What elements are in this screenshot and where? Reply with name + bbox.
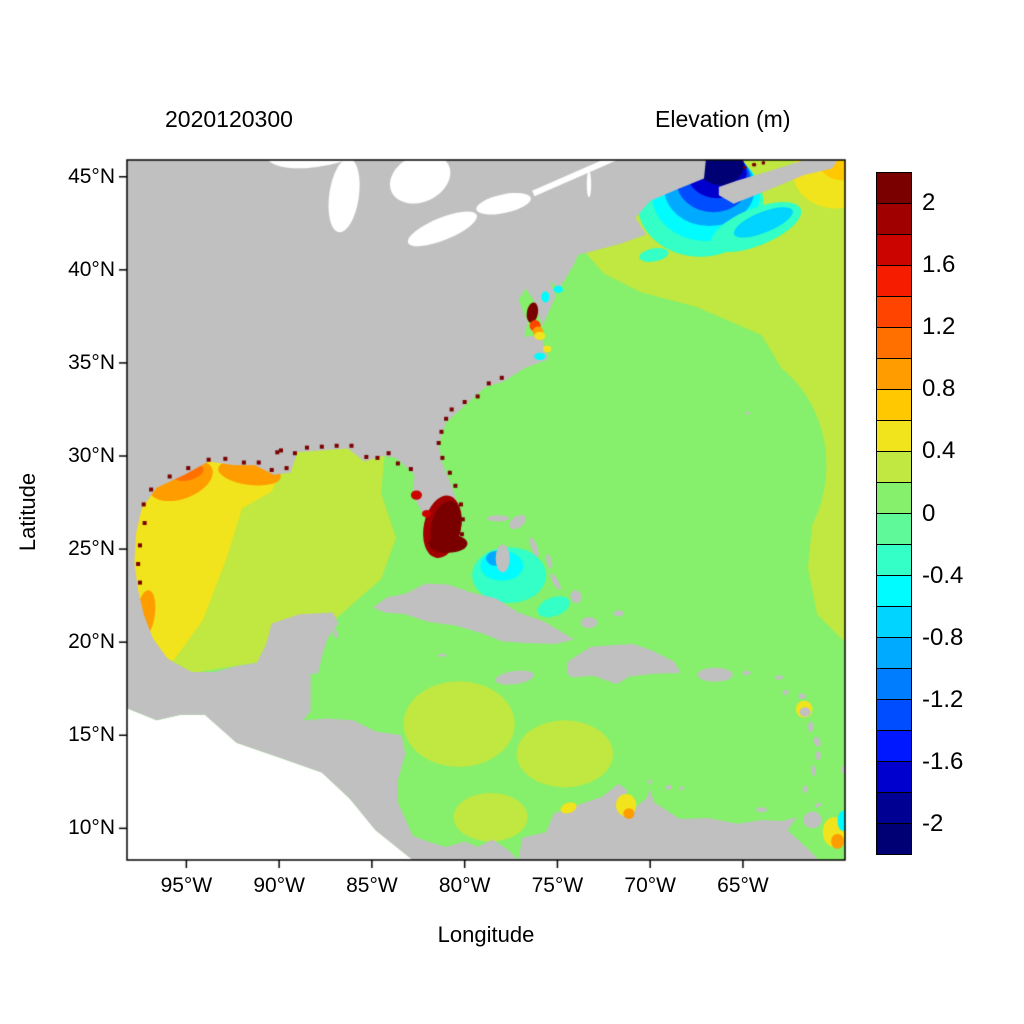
y-tick-label: 15°N — [68, 723, 115, 747]
colorbar-tick-label: 1.2 — [922, 313, 956, 341]
colorbar-cell — [877, 452, 911, 483]
colorbar-cell — [877, 793, 911, 824]
y-tick-label: 25°N — [68, 537, 115, 561]
colorbar-tick-label: 0 — [922, 499, 936, 527]
colorbar-cell — [877, 328, 911, 359]
colorbar-cell — [877, 731, 911, 762]
x-tick-label: 85°W — [346, 874, 398, 897]
colorbar-tick-label: -2 — [922, 809, 944, 837]
y-tick-label: 45°N — [68, 164, 115, 188]
y-tick-label: 30°N — [68, 444, 115, 467]
colorbar-cell — [877, 576, 911, 607]
colorbar-cell — [877, 700, 911, 731]
x-tick-label: 90°W — [253, 874, 305, 897]
colorbar-tick-label: -0.4 — [922, 561, 964, 589]
colorbar — [876, 172, 912, 855]
colorbar-cell — [877, 390, 911, 421]
colorbar-cell — [877, 266, 911, 297]
colorbar-cell — [877, 545, 911, 576]
x-tick-label: 65°W — [717, 874, 769, 897]
colorbar-cell — [877, 173, 911, 204]
y-tick-label: 10°N — [68, 816, 115, 840]
colorbar-cell — [877, 235, 911, 266]
x-tick-label: 80°W — [438, 874, 491, 897]
colorbar-cell — [877, 421, 911, 452]
colorbar-cell — [877, 514, 911, 545]
y-tick-label: 35°N — [68, 350, 115, 374]
colorbar-cell — [877, 359, 911, 390]
colorbar-tick-label: 2 — [922, 189, 936, 217]
colorbar-tick-label: 0.8 — [922, 375, 956, 403]
colorbar-tick-label: -0.8 — [922, 623, 964, 651]
plot-timestamp-title: 2020120300 — [165, 106, 293, 132]
colorbar-tick-label: -1.6 — [922, 747, 964, 775]
x-tick-label: 75°W — [531, 874, 584, 897]
colorbar-cell — [877, 762, 911, 793]
colorbar-cell — [877, 204, 911, 235]
colorbar-title: Elevation (m) — [655, 106, 791, 132]
x-axis-label: Longitude — [437, 922, 535, 947]
colorbar-tick-label: -1.2 — [922, 685, 964, 713]
colorbar-cell — [877, 824, 911, 854]
x-tick-label: 95°W — [160, 874, 213, 897]
x-tick-label: 70°W — [624, 874, 676, 897]
colorbar-cell — [877, 669, 911, 700]
colorbar-cell — [877, 483, 911, 514]
colorbar-cell — [877, 638, 911, 669]
y-tick-label: 20°N — [68, 630, 115, 654]
colorbar-tick-label: 0.4 — [922, 437, 956, 465]
y-tick-label: 40°N — [68, 257, 115, 281]
colorbar-tick-label: 1.6 — [922, 251, 956, 279]
colorbar-cell — [877, 297, 911, 328]
colorbar-cell — [877, 607, 911, 638]
